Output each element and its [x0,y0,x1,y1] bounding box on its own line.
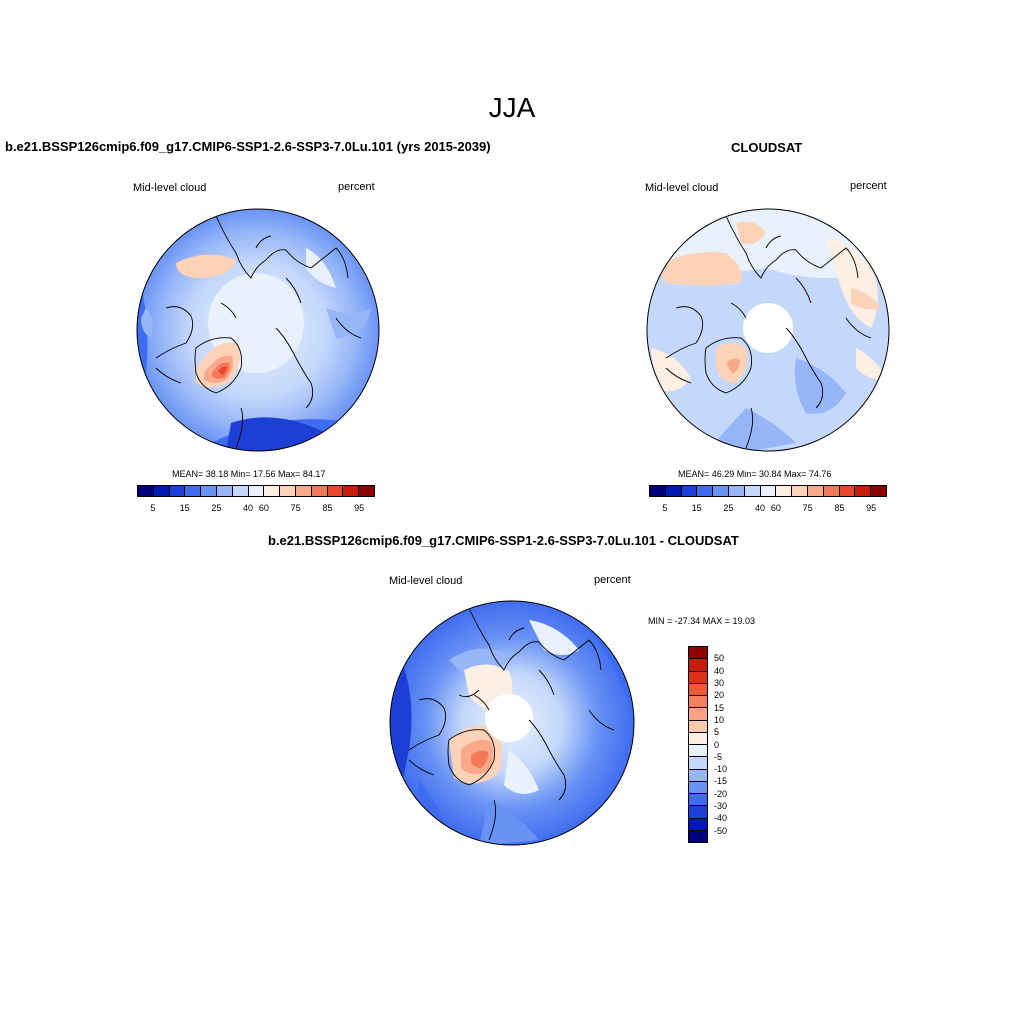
obs-field-label: Mid-level cloud [645,182,719,194]
obs-colorbar-swatch [760,486,777,496]
model-field-label: Mid-level cloud [133,182,207,194]
diff-colorbar-swatch [689,769,707,782]
model-polar-map [136,208,380,452]
model-colorbar-swatch [343,486,360,496]
model-colorbar-tick-label: 75 [290,503,301,513]
obs-colorbar-swatch [697,486,714,496]
model-panel-title: b.e21.BSSP126cmip6.f09_g17.CMIP6-SSP1-2.… [5,139,491,154]
obs-colorbar-tick-label: 25 [723,503,734,513]
season-title: JJA [488,92,536,123]
model-colorbar-swatch [280,486,296,496]
diff-colorbar-tick-label: -50 [714,825,728,836]
obs-colorbar-swatch [665,486,682,496]
diff-colorbar-swatch [689,696,707,709]
obs-colorbar-swatch [728,486,745,496]
obs-colorbar-swatch [807,486,824,496]
model-colorbar-tick-label: 40 [243,503,254,513]
diff-colorbar-tick-label: -5 [714,751,723,762]
model-colorbar-ticks: 5 15 25 40 60 75 85 95 [137,503,375,515]
diff-colorbar-tick-label: 30 [714,677,725,688]
model-colorbar-tick-label: 15 [179,503,190,513]
diff-colorbar-swatch [689,781,707,794]
obs-colorbar-swatch [776,486,793,496]
diff-colorbar-swatch [689,683,707,696]
model-colorbar-tick-label: 95 [354,503,365,513]
model-colorbar-swatch [169,486,186,496]
model-colorbar-swatch [153,486,170,496]
obs-polar-map [646,208,890,452]
model-colorbar-swatch [138,486,154,496]
diff-colorbar-tick-label: -30 [714,801,728,812]
diff-colorbar-swatch [689,732,707,745]
diff-colorbar-tick-label: 40 [714,665,725,676]
diff-colorbar-swatch [689,745,707,758]
diff-colorbar-swatch [689,818,707,831]
diff-polar-map [389,600,635,846]
diff-colorbar [688,646,708,843]
obs-colorbar-tick-label: 95 [866,503,877,513]
obs-colorbar-swatch [855,486,872,496]
model-colorbar-swatch [248,486,265,496]
diff-colorbar-tick-label: 15 [714,702,725,713]
diff-colorbar-swatch [689,671,707,684]
model-colorbar-tick-label: 5 [150,503,156,513]
diff-field-label: Mid-level cloud [389,575,463,587]
model-colorbar-tick-label: 85 [322,503,333,513]
diff-colorbar-swatch [689,806,707,819]
diff-units-label: percent [594,574,631,586]
diff-panel-title: b.e21.BSSP126cmip6.f09_g17.CMIP6-SSP1-2.… [268,533,739,548]
obs-colorbar-swatch [792,486,808,496]
obs-colorbar-tick-label: 40 [755,503,766,513]
diff-colorbar-swatch [689,757,707,770]
model-colorbar-swatch [311,486,328,496]
obs-colorbar-ticks: 5 15 25 40 60 75 85 95 [649,503,887,515]
obs-colorbar-tick-label: 75 [802,503,813,513]
diff-colorbar-tick-label: 5 [714,727,720,738]
diff-colorbar-tick-label: 50 [714,653,725,664]
model-colorbar-swatch [232,486,249,496]
diff-colorbar-tick-label: -40 [714,813,728,824]
diff-colorbar-swatch [689,830,707,842]
obs-colorbar-tick-label: 5 [662,503,668,513]
model-stats: MEAN= 38.18 Min= 17.56 Max= 84.17 [172,469,326,479]
diff-colorbar-tick-label: -20 [714,788,728,799]
model-colorbar-swatch [359,486,374,496]
obs-colorbar-swatch [839,486,856,496]
obs-colorbar-tick-label: 15 [691,503,702,513]
diff-colorbar-swatch [689,720,707,733]
diff-colorbar-swatch [689,659,707,672]
obs-units-label: percent [850,180,887,192]
obs-panel-title: CLOUDSAT [731,140,803,155]
diff-colorbar-swatch [689,708,707,721]
diff-colorbar-tick-label: 20 [714,690,725,701]
model-colorbar-swatch [201,486,217,496]
obs-colorbar-swatch [681,486,698,496]
diff-colorbar-tick-label: 10 [714,714,725,725]
obs-colorbar-swatch [650,486,666,496]
diff-colorbar-tick-label: -15 [714,776,728,787]
model-colorbar [137,485,375,497]
obs-colorbar [649,485,887,497]
obs-colorbar-tick-label: 85 [834,503,845,513]
diff-colorbar-tick-label: 0 [714,739,720,750]
obs-colorbar-swatch [713,486,729,496]
obs-colorbar-swatch [823,486,840,496]
model-units-label: percent [338,181,375,193]
diff-colorbar-tick-label: -10 [714,764,728,775]
obs-colorbar-swatch [744,486,761,496]
diff-colorbar-ticks: 50 40 30 20 15 10 5 0 -5 -10 -15 -20 -30 -40 -50 [714,646,754,843]
obs-stats: MEAN= 46.29 Min= 30.84 Max= 74.76 [678,469,832,479]
model-colorbar-swatch [295,486,312,496]
model-colorbar-swatch [264,486,281,496]
model-colorbar-swatch [327,486,344,496]
diff-stats: MIN = -27.34 MAX = 19.03 [648,616,756,626]
model-colorbar-swatch [216,486,233,496]
diff-colorbar-swatch [689,794,707,807]
model-colorbar-swatch [185,486,202,496]
model-colorbar-tick-label: 25 [211,503,222,513]
diff-colorbar-swatch [689,647,707,660]
model-colorbar-tick-label: 60 [258,503,269,513]
obs-colorbar-swatch [871,486,886,496]
obs-colorbar-tick-label: 60 [770,503,781,513]
